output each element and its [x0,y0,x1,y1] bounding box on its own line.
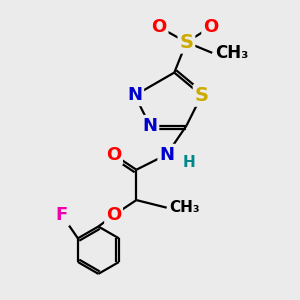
Text: H: H [183,154,196,169]
Text: S: S [179,33,194,52]
Text: O: O [106,146,121,164]
Text: CH₃: CH₃ [170,200,200,215]
Text: O: O [203,18,218,36]
Text: F: F [56,206,68,224]
Text: O: O [106,206,121,224]
Text: N: N [142,117,158,135]
Text: N: N [127,86,142,104]
Text: N: N [159,146,174,164]
Text: S: S [195,86,208,105]
Text: O: O [152,18,167,36]
Text: CH₃: CH₃ [215,44,249,62]
